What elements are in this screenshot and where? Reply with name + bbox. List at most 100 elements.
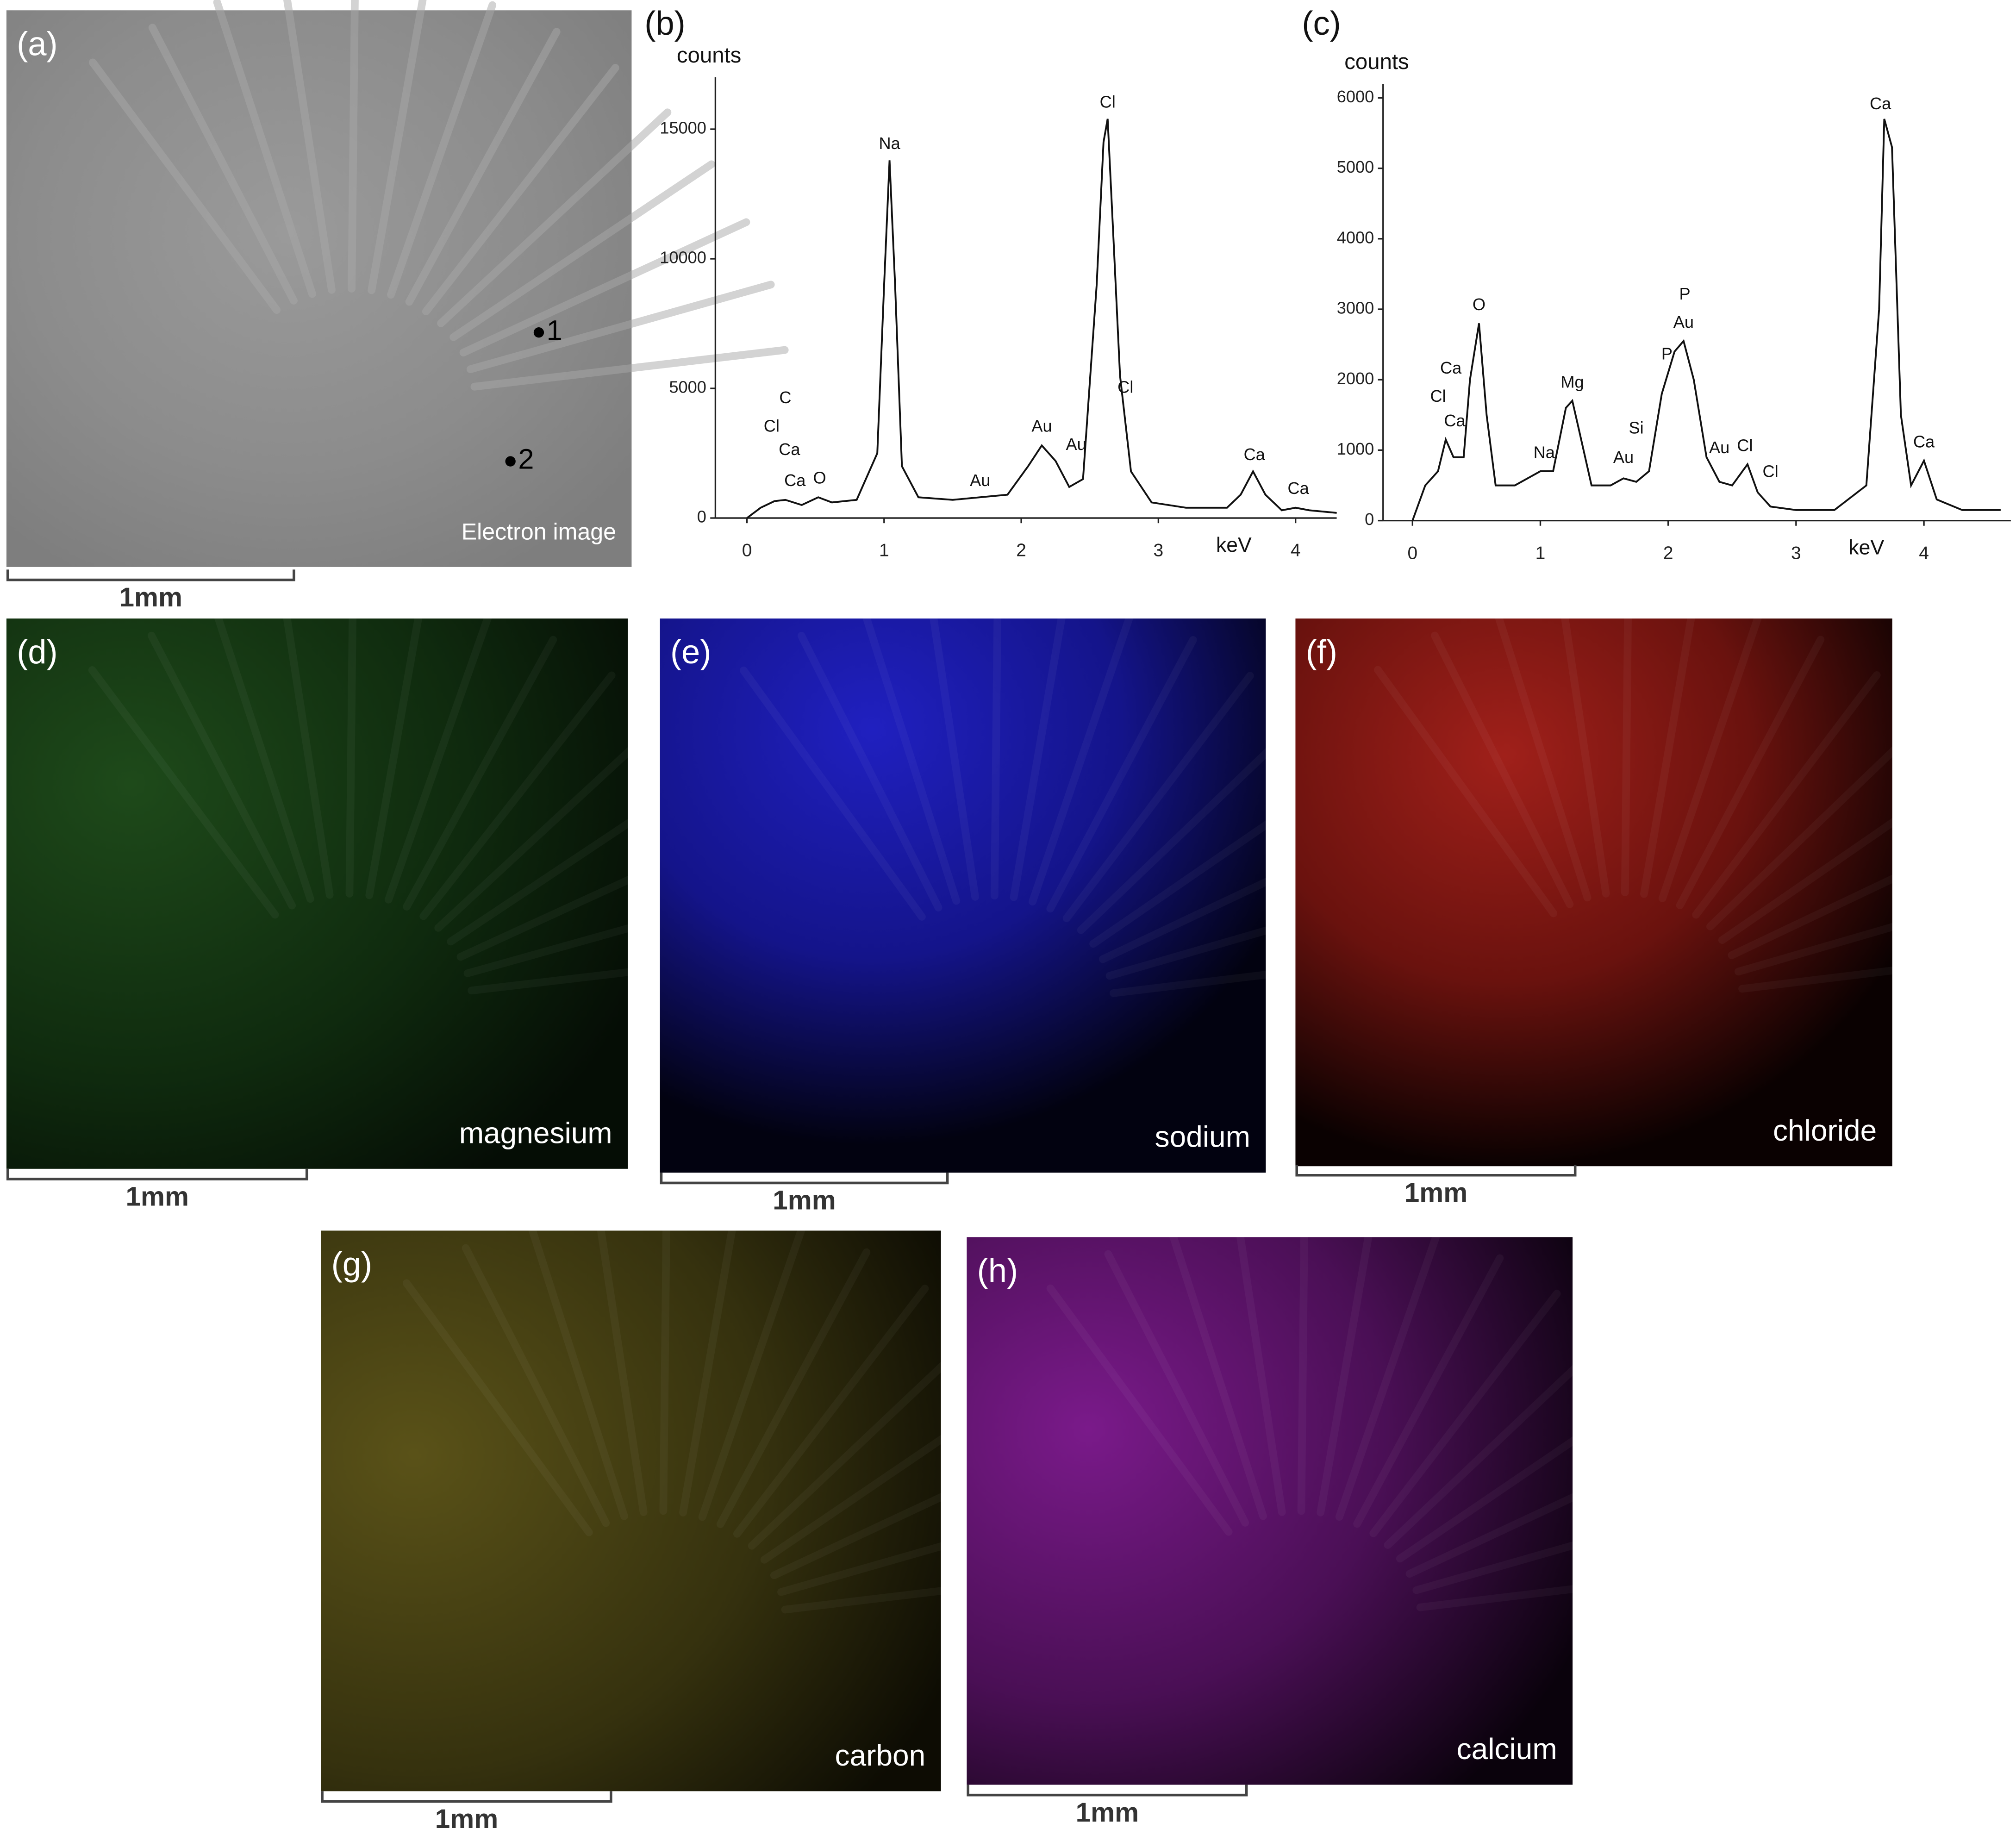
spot-marker	[505, 456, 516, 467]
peak-label: Ca	[784, 471, 806, 490]
dendrite	[88, 666, 279, 919]
dendrite	[405, 28, 561, 306]
dendrite	[1335, 1228, 1442, 1521]
panel-caption: Electron image	[462, 519, 616, 545]
peak-label: Au	[1673, 312, 1694, 331]
peak-label: O	[813, 468, 826, 487]
dendrite	[434, 715, 668, 932]
y-tick-label: 5000	[669, 378, 706, 397]
micrograph	[6, 10, 632, 567]
dendrite	[1676, 636, 1825, 909]
dendrite	[1706, 715, 1931, 930]
dendrite	[1029, 609, 1135, 906]
dendrite	[1492, 606, 1592, 902]
peak-label: Ca	[1913, 432, 1935, 451]
dendrite	[698, 1221, 807, 1521]
dendrite	[926, 591, 979, 901]
dendrite	[1233, 1210, 1286, 1516]
x-tick-label: 3	[1791, 543, 1801, 563]
dendrite	[1297, 1205, 1309, 1515]
dendrite	[593, 1203, 648, 1516]
peak-label: Na	[1534, 443, 1555, 462]
peak-label: Cl	[1737, 436, 1753, 455]
dendrite	[212, 606, 314, 903]
dendrite	[283, 0, 336, 294]
micrograph	[967, 1237, 1573, 1785]
dendrite	[147, 631, 296, 910]
dendrite	[213, 0, 316, 298]
dendrite	[1384, 1333, 1611, 1549]
dendrite	[1317, 1211, 1376, 1517]
dendrite	[449, 160, 716, 341]
dendrite	[403, 636, 557, 911]
dendrite	[1046, 636, 1197, 913]
dendrite	[1734, 887, 2016, 976]
scale-bar-label: 1mm	[119, 582, 182, 612]
x-tick-label: 1	[1535, 543, 1546, 563]
scale-bar	[321, 1791, 612, 1803]
x-tick-label: 3	[1154, 541, 1164, 561]
scale-bar	[660, 1173, 949, 1185]
spectrum-line	[746, 119, 1337, 519]
dendrite	[459, 218, 750, 356]
y-tick-label: 6000	[1337, 87, 1374, 106]
panel-caption: sodium	[1155, 1120, 1250, 1154]
y-tick-label: 3000	[1337, 299, 1374, 318]
dendrite	[739, 666, 926, 921]
dendrite	[526, 1218, 628, 1520]
panel-caption: magnesium	[459, 1116, 612, 1149]
y-tick-label: 1000	[1337, 439, 1374, 458]
scale-bar-label: 1mm	[1076, 1798, 1139, 1828]
peak-label: Na	[879, 134, 901, 153]
peak-label: Ca	[1440, 358, 1462, 377]
dendrite	[1412, 1503, 1711, 1594]
dendrite	[1167, 1225, 1267, 1520]
micrograph	[660, 618, 1266, 1173]
dendrite	[990, 587, 1002, 900]
y-tick-label: 15000	[660, 119, 706, 137]
peak-label: Ca	[1287, 479, 1309, 498]
dendrite	[797, 631, 942, 911]
x-tick-label: 4	[1291, 541, 1301, 561]
scale-bar-label: 1mm	[1404, 1178, 1467, 1208]
peak-label: Au	[970, 471, 990, 490]
dendrite	[1369, 1290, 1561, 1537]
peak-label: Mg	[1560, 372, 1584, 391]
panel-label: (b)	[644, 5, 685, 42]
dendrite	[1374, 666, 1558, 918]
dendrite	[748, 1329, 980, 1550]
peak-label: Au	[1031, 417, 1052, 436]
peak-label: Au	[1613, 448, 1634, 467]
dendrite	[387, 1, 497, 299]
y-tick-label: 4000	[1337, 228, 1374, 247]
panel-label: (e)	[670, 633, 711, 671]
x-tick-label: 0	[742, 541, 752, 561]
peak-label: Ca	[779, 440, 800, 459]
spectrum-line	[1411, 119, 2001, 521]
panel-label: (a)	[17, 25, 57, 62]
dendrite	[437, 108, 672, 327]
scale-bar	[1295, 1165, 1577, 1177]
y-tick-label: 0	[1365, 510, 1374, 529]
dendrite	[1692, 671, 1881, 919]
peak-label: Au	[1066, 435, 1086, 454]
scale-bar-label: 1mm	[773, 1186, 836, 1216]
peak-label: Ca	[1870, 94, 1891, 113]
peak-label: Cl	[1430, 387, 1446, 406]
scale-bar-label: 1mm	[435, 1804, 498, 1834]
panel-label: (c)	[1302, 5, 1341, 42]
dendrite	[1621, 587, 1632, 897]
dendrite	[860, 606, 961, 905]
panel-caption: calcium	[1457, 1732, 1557, 1766]
panel-label: (f)	[1306, 633, 1337, 671]
panel-caption: chloride	[1773, 1114, 1877, 1147]
dendrite	[402, 1279, 593, 1536]
peak-label: Ca	[1244, 445, 1266, 464]
micrograph	[321, 1230, 941, 1791]
dendrite	[1728, 823, 2006, 959]
dendrite	[1718, 766, 1972, 944]
x-tick-label: 2	[1016, 541, 1026, 561]
dendrite	[1010, 593, 1069, 901]
peak-label: O	[1473, 295, 1485, 314]
